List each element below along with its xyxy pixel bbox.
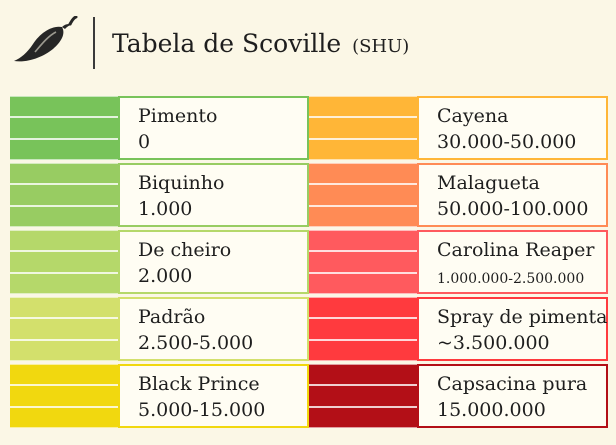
- scale-row: Pimento 0: [10, 96, 309, 160]
- scale-row: Capsacina pura 15.000.000: [309, 364, 608, 428]
- pepper-name: Black Prince: [138, 373, 260, 395]
- pepper-card: Spray de pimenta ~3.500.000: [417, 297, 608, 361]
- pepper-card: Capsacina pura 15.000.000: [417, 364, 608, 428]
- shu-value: 50.000-100.000: [437, 198, 589, 220]
- pepper-card: Cayena 30.000-50.000: [417, 96, 608, 160]
- pepper-name: Cayena: [437, 105, 509, 127]
- scale-row: Padrão 2.500-5.000: [10, 297, 309, 361]
- scale-row: De cheiro 2.000: [10, 230, 309, 294]
- shu-value: 2.000: [138, 265, 193, 287]
- title-unit: (SHU): [352, 36, 410, 57]
- pepper-name: Padrão: [138, 306, 206, 328]
- pepper-name: Spray de pimenta: [437, 306, 608, 328]
- scale-row: Spray de pimenta ~3.500.000: [309, 297, 608, 361]
- shu-value: 5.000-15.000: [138, 399, 266, 421]
- header-divider: [93, 17, 95, 69]
- color-swatch: [10, 96, 118, 160]
- pepper-card: Black Prince 5.000-15.000: [118, 364, 309, 428]
- shu-value: ~3.500.000: [437, 332, 550, 354]
- scale-row: Malagueta 50.000-100.000: [309, 163, 608, 227]
- chili-pepper-icon: [14, 16, 78, 62]
- header: Tabela de Scoville (SHU): [0, 0, 616, 90]
- shu-value: 15.000.000: [437, 399, 546, 421]
- pepper-card: De cheiro 2.000: [118, 230, 309, 294]
- color-swatch: [309, 230, 417, 294]
- pepper-name: Biquinho: [138, 172, 225, 194]
- color-swatch: [309, 364, 417, 428]
- page-title: Tabela de Scoville (SHU): [112, 29, 409, 62]
- scale-row: Carolina Reaper 1.000.000-2.500.000: [309, 230, 608, 294]
- shu-value: 1.000.000-2.500.000: [437, 271, 585, 287]
- pepper-name: De cheiro: [138, 239, 232, 261]
- pepper-card: Carolina Reaper 1.000.000-2.500.000: [417, 230, 608, 294]
- color-swatch: [309, 163, 417, 227]
- scale-row: Cayena 30.000-50.000: [309, 96, 608, 160]
- pepper-name: Pimento: [138, 105, 218, 127]
- color-swatch: [10, 230, 118, 294]
- color-swatch: [309, 96, 417, 160]
- scale-row: Biquinho 1.000: [10, 163, 309, 227]
- shu-value: 2.500-5.000: [138, 332, 254, 354]
- pepper-card: Biquinho 1.000: [118, 163, 309, 227]
- pepper-card: Padrão 2.500-5.000: [118, 297, 309, 361]
- pepper-card: Malagueta 50.000-100.000: [417, 163, 608, 227]
- pepper-name: Capsacina pura: [437, 373, 588, 395]
- color-swatch: [10, 163, 118, 227]
- shu-value: 1.000: [138, 198, 193, 220]
- color-swatch: [10, 364, 118, 428]
- shu-value: 0: [138, 131, 151, 153]
- pepper-name: Malagueta: [437, 172, 540, 194]
- color-swatch: [309, 297, 417, 361]
- pepper-card: Pimento 0: [118, 96, 309, 160]
- pepper-name: Carolina Reaper: [437, 239, 595, 261]
- scale-column-right: Cayena 30.000-50.000 Malagueta 50.000-100.0…: [309, 96, 608, 431]
- scale-row: Black Prince 5.000-15.000: [10, 364, 309, 428]
- scale-column-left: Pimento 0 Biquinho 1.000 De cheiro 2.000 Padrã…: [10, 96, 309, 431]
- title-text: Tabela de Scoville: [112, 29, 342, 58]
- shu-value: 30.000-50.000: [437, 131, 577, 153]
- color-swatch: [10, 297, 118, 361]
